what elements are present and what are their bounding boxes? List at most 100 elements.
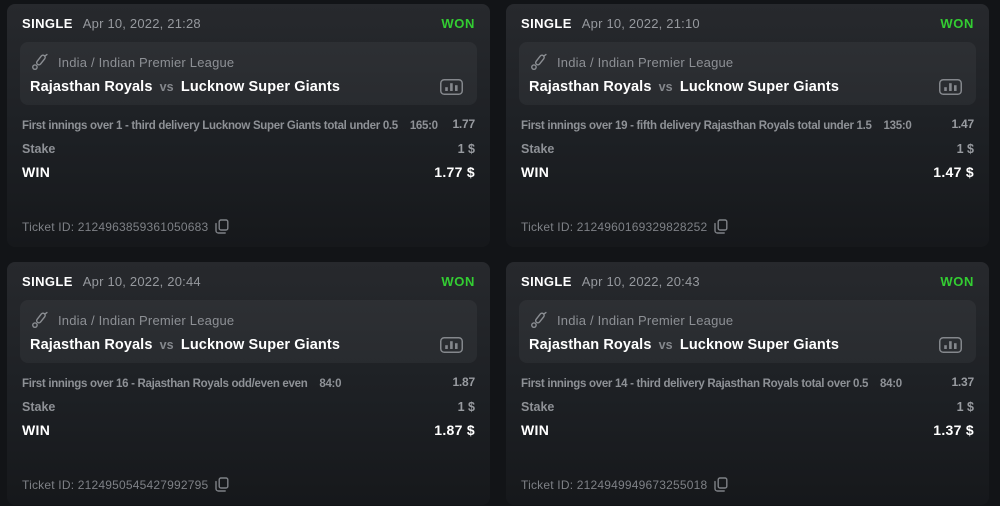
- league-breadcrumb: India / Indian Premier League: [557, 54, 734, 70]
- match-title: Rajasthan Royals vs Lucknow Super Giants: [30, 79, 440, 95]
- bet-description-wrap: First innings over 16 - Rajasthan Royals…: [22, 375, 443, 393]
- win-row: WIN 1.77 $: [22, 164, 475, 180]
- ticket-id-row: Ticket ID: 2124963859361050683: [20, 219, 477, 234]
- vs-label: vs: [658, 338, 673, 352]
- stake-row: Stake 1 $: [521, 400, 974, 414]
- ticket-id: Ticket ID: 2124949949673255018: [521, 477, 708, 492]
- ticket-id-row: Ticket ID: 2124960169329828252: [519, 219, 976, 234]
- stake-row: Stake 1 $: [521, 142, 974, 156]
- league-row: India / Indian Premier League: [529, 51, 964, 73]
- match-panel[interactable]: India / Indian Premier League Rajasthan …: [519, 300, 976, 363]
- league-row: India / Indian Premier League: [529, 309, 964, 331]
- teams-row: Rajasthan Royals vs Lucknow Super Giants: [30, 337, 465, 353]
- bet-date: Apr 10, 2022, 20:44: [82, 273, 201, 289]
- bet-details: First innings over 16 - Rajasthan Royals…: [20, 375, 477, 438]
- vs-label: vs: [658, 80, 673, 94]
- cricket-icon: [529, 53, 548, 72]
- team-away: Lucknow Super Giants: [180, 337, 340, 353]
- bet-description: First innings over 1 - third delivery Lu…: [22, 120, 398, 132]
- match-title: Rajasthan Royals vs Lucknow Super Giants: [529, 79, 939, 95]
- match-score: 84:0: [319, 378, 342, 390]
- match-stats-button[interactable]: [440, 79, 463, 95]
- stake-row: Stake 1 $: [22, 142, 475, 156]
- status-badge: WON: [940, 273, 974, 289]
- stake-label: Stake: [521, 142, 555, 157]
- copy-icon[interactable]: [215, 477, 229, 492]
- win-label: WIN: [521, 422, 550, 439]
- stake-value: 1 $: [457, 400, 475, 415]
- league-breadcrumb: India / Indian Premier League: [58, 312, 235, 328]
- match-panel[interactable]: India / Indian Premier League Rajasthan …: [20, 42, 477, 105]
- cricket-icon: [30, 311, 49, 330]
- bet-details: First innings over 14 - third delivery R…: [519, 375, 976, 438]
- bet-date: Apr 10, 2022, 20:43: [581, 273, 700, 289]
- vs-label: vs: [159, 80, 174, 94]
- match-score: 84:0: [880, 378, 902, 390]
- bet-date: Apr 10, 2022, 21:10: [581, 15, 700, 31]
- win-label: WIN: [22, 422, 51, 439]
- win-value: 1.87 $: [434, 422, 475, 439]
- copy-icon[interactable]: [714, 219, 728, 234]
- bet-description: First innings over 14 - third delivery R…: [521, 378, 869, 390]
- ticket-header: SINGLE Apr 10, 2022, 21:28 WON: [20, 11, 477, 35]
- bet-selection-row: First innings over 1 - third delivery Lu…: [22, 117, 475, 135]
- cricket-icon: [30, 53, 49, 72]
- bet-date: Apr 10, 2022, 21:28: [82, 15, 201, 31]
- bet-odds: 1.47: [951, 117, 974, 131]
- bet-odds: 1.37: [951, 375, 974, 389]
- match-score: 135:0: [883, 120, 912, 132]
- stake-row: Stake 1 $: [22, 400, 475, 414]
- status-badge: WON: [940, 15, 974, 31]
- bet-ticket-card: SINGLE Apr 10, 2022, 21:10 WON India / I…: [506, 4, 989, 247]
- match-panel[interactable]: India / Indian Premier League Rajasthan …: [20, 300, 477, 363]
- stake-value: 1 $: [956, 142, 974, 157]
- bet-type-label: SINGLE: [22, 273, 73, 289]
- teams-row: Rajasthan Royals vs Lucknow Super Giants: [529, 337, 964, 353]
- match-stats-button[interactable]: [440, 337, 463, 353]
- match-stats-button[interactable]: [939, 79, 962, 95]
- ticket-id-row: Ticket ID: 2124950545427992795: [20, 477, 477, 492]
- bet-type-label: SINGLE: [521, 273, 572, 289]
- match-panel[interactable]: India / Indian Premier League Rajasthan …: [519, 42, 976, 105]
- cricket-icon: [529, 311, 548, 330]
- win-row: WIN 1.37 $: [521, 422, 974, 438]
- match-stats-button[interactable]: [939, 337, 962, 353]
- league-breadcrumb: India / Indian Premier League: [58, 54, 235, 70]
- teams-row: Rajasthan Royals vs Lucknow Super Giants: [30, 79, 465, 95]
- bet-ticket-card: SINGLE Apr 10, 2022, 20:43 WON India / I…: [506, 262, 989, 505]
- league-row: India / Indian Premier League: [30, 309, 465, 331]
- win-row: WIN 1.47 $: [521, 164, 974, 180]
- league-breadcrumb: India / Indian Premier League: [557, 312, 734, 328]
- match-title: Rajasthan Royals vs Lucknow Super Giants: [529, 337, 939, 353]
- copy-icon[interactable]: [215, 219, 229, 234]
- bet-selection-row: First innings over 14 - third delivery R…: [521, 375, 974, 393]
- bet-description: First innings over 19 - fifth delivery R…: [521, 120, 872, 132]
- copy-icon[interactable]: [714, 477, 728, 492]
- ticket-header: SINGLE Apr 10, 2022, 20:43 WON: [519, 269, 976, 293]
- league-row: India / Indian Premier League: [30, 51, 465, 73]
- ticket-id: Ticket ID: 2124963859361050683: [22, 219, 209, 234]
- team-away: Lucknow Super Giants: [180, 79, 340, 95]
- win-row: WIN 1.87 $: [22, 422, 475, 438]
- team-home: Rajasthan Royals: [30, 79, 153, 95]
- stake-value: 1 $: [956, 400, 974, 415]
- win-value: 1.77 $: [434, 164, 475, 181]
- bet-description-wrap: First innings over 14 - third delivery R…: [521, 375, 942, 393]
- status-badge: WON: [441, 273, 475, 289]
- bet-type-label: SINGLE: [22, 15, 73, 31]
- bet-description-wrap: First innings over 19 - fifth delivery R…: [521, 117, 942, 135]
- team-away: Lucknow Super Giants: [679, 337, 839, 353]
- match-score: 165:0: [409, 120, 438, 132]
- bet-selection-row: First innings over 19 - fifth delivery R…: [521, 117, 974, 135]
- team-away: Lucknow Super Giants: [679, 79, 839, 95]
- bet-odds: 1.77: [452, 117, 475, 131]
- ticket-id-row: Ticket ID: 2124949949673255018: [519, 477, 976, 492]
- stake-value: 1 $: [457, 142, 475, 157]
- win-label: WIN: [22, 164, 51, 181]
- bet-details: First innings over 1 - third delivery Lu…: [20, 117, 477, 180]
- ticket-id: Ticket ID: 2124960169329828252: [521, 219, 708, 234]
- win-label: WIN: [521, 164, 550, 181]
- stake-label: Stake: [22, 400, 56, 415]
- bet-selection-row: First innings over 16 - Rajasthan Royals…: [22, 375, 475, 393]
